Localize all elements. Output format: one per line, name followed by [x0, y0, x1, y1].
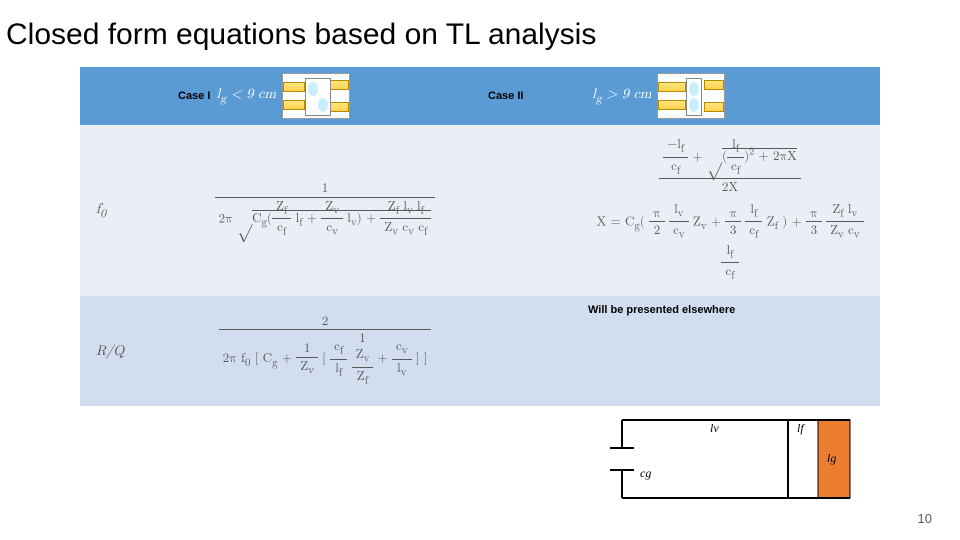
case2-label: Case II	[488, 90, 523, 102]
case2-condition: lg > 9 cm	[592, 86, 651, 106]
f0-case1-formula: 12π √Cg(Zfcf lf + Zvcv lv) + Zf lv lfZv …	[170, 125, 480, 296]
row-rq: R/Q 22π f0 [ Cg + 1Zv [ cflf 1ZvZf + cvl…	[80, 296, 880, 406]
rq-case1-formula: 22π f0 [ Cg + 1Zv [ cflf 1ZvZf + cvlv ] …	[170, 296, 480, 406]
header-case2-label-cell: Case II	[480, 67, 580, 125]
f0-case2-formula: −lfcf + √(lfcf)2 + 2πX2XX = Cg( π2 lvcv …	[580, 125, 880, 296]
slide-title: Closed form equations based on TL analys…	[0, 0, 960, 62]
rq-case2-cell: Will be presented elsewhere	[580, 296, 880, 406]
label-lv: lv	[710, 421, 719, 435]
param-rq: R/Q	[80, 296, 170, 406]
circuit-diagram: lv lf lg cg	[592, 412, 862, 506]
rq-spacer	[480, 296, 580, 406]
equations-table: Case I lg < 9 cm Case II lg > 9 cm f0	[80, 67, 880, 406]
f0-spacer	[480, 125, 580, 296]
row-f0: f0 12π √Cg(Zfcf lf + Zvcv lv) + Zf lv lf…	[80, 125, 880, 296]
cavity-thumb-case1	[282, 73, 350, 119]
header-case2: lg > 9 cm	[580, 67, 880, 125]
rq-case2-note: Will be presented elsewhere	[586, 300, 874, 320]
param-f0: f0	[80, 125, 170, 296]
label-lf: lf	[797, 421, 805, 435]
label-cg: cg	[640, 466, 651, 480]
table-header-row: Case I lg < 9 cm Case II lg > 9 cm	[80, 67, 880, 125]
cavity-thumb-case2	[657, 73, 725, 119]
header-blank	[80, 67, 170, 125]
case1-condition: lg < 9 cm	[216, 86, 275, 106]
label-lg: lg	[827, 451, 836, 465]
case1-label: Case I	[178, 90, 210, 102]
slide-number: 10	[918, 511, 932, 526]
header-case1: Case I lg < 9 cm	[170, 67, 480, 125]
